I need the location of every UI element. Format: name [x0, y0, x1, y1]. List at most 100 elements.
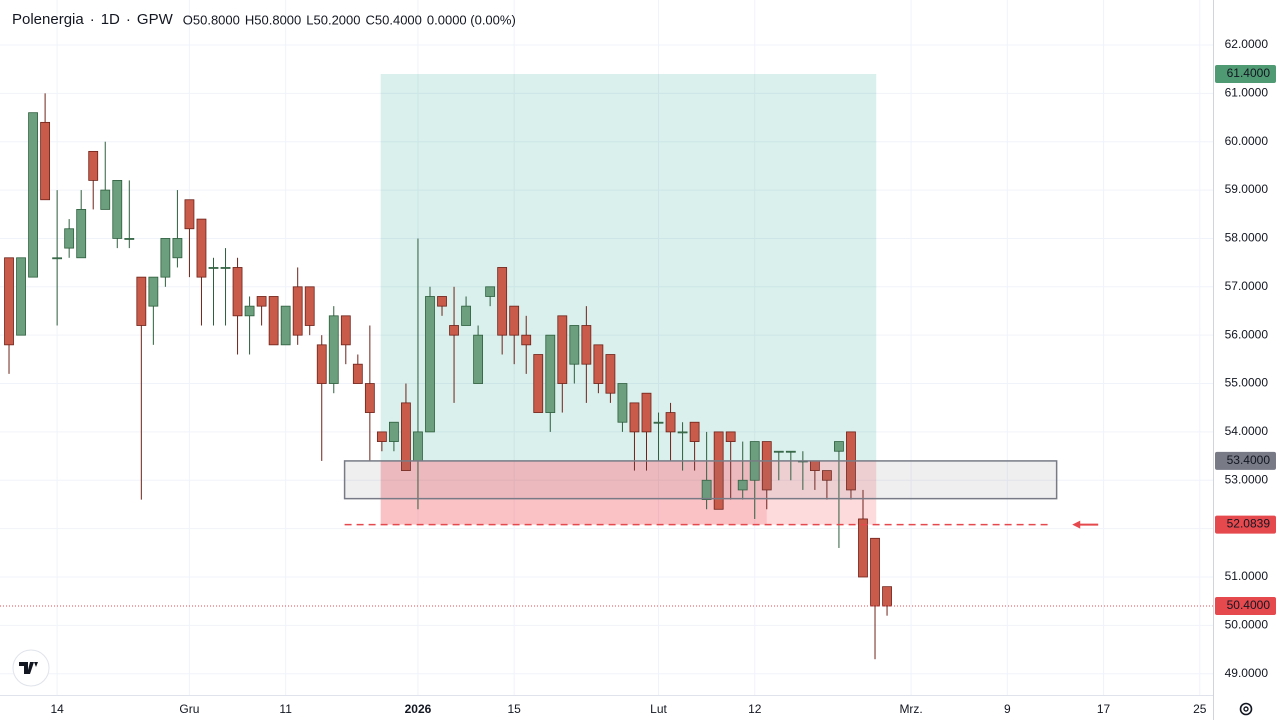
header-interval: 1D [101, 11, 120, 28]
candle-body [148, 276, 159, 307]
stop-zone [380, 460, 877, 525]
candle-body [52, 257, 63, 260]
candle-body [761, 441, 772, 491]
candle-body [413, 431, 423, 462]
candle-body [328, 315, 339, 384]
ohlc-key: O [183, 12, 193, 27]
price-label-box [1215, 64, 1276, 83]
candle-body [737, 479, 748, 491]
candle-body [497, 267, 508, 336]
candle-body [425, 296, 435, 433]
candle-body [112, 180, 123, 239]
candle-body [725, 431, 736, 442]
y-tick-label: 60.0000 [1225, 134, 1269, 148]
target-zone [380, 73, 877, 461]
settings-icon[interactable] [1239, 702, 1253, 716]
ohlc-value: 50.8000 [193, 12, 240, 27]
price-label-box [1215, 515, 1276, 534]
candle-body [545, 334, 556, 413]
candle-body [256, 296, 267, 307]
candle-body [389, 421, 399, 442]
candle-body [665, 412, 676, 433]
candle-body [304, 286, 315, 326]
candle-body [196, 218, 207, 278]
candle-body [629, 402, 640, 433]
candle-body [509, 305, 520, 336]
candle-body [4, 257, 14, 346]
candle-body [136, 276, 147, 326]
candle-body [364, 383, 375, 413]
legend: Polenergia · 1D · GPW O 50.8000 H 50.8000 L 50.20… [12, 11, 516, 28]
y-tick-label: 55.0000 [1225, 376, 1269, 390]
separator-dot: · [90, 11, 95, 28]
candle-body [473, 334, 484, 384]
candle-body [882, 586, 892, 607]
candle-body [605, 354, 616, 394]
candle-body [834, 441, 844, 452]
y-tick-label: 49.0000 [1225, 666, 1269, 680]
price-label: 53.4000 [1227, 453, 1271, 467]
candle-body [617, 383, 628, 423]
candle-body [28, 112, 38, 278]
y-tick-label: 54.0000 [1225, 424, 1269, 438]
candle-body [557, 315, 568, 384]
y-tick-label: 51.0000 [1225, 569, 1269, 583]
candle-body [593, 344, 604, 384]
x-tick-label: 2026 [405, 702, 432, 716]
candle-body [220, 267, 231, 269]
position-tool[interactable] [380, 73, 877, 525]
candle-body [316, 344, 327, 384]
candle-body [485, 286, 496, 297]
candle-body [677, 431, 688, 434]
candle-body [713, 431, 724, 510]
candle-body [16, 257, 26, 336]
y-tick-label: 61.0000 [1225, 86, 1269, 100]
candle-body [641, 392, 652, 433]
price-label: 52.0839 [1227, 517, 1271, 531]
price-label: 50.4000 [1227, 598, 1271, 612]
candle-body [76, 209, 87, 259]
candle-body [569, 325, 580, 365]
price-label-box [1215, 597, 1276, 616]
candle-body [653, 421, 664, 424]
price-label-box [1215, 451, 1276, 470]
y-tick-label: 59.0000 [1225, 182, 1269, 196]
candle-body [184, 199, 195, 230]
candle-body [785, 450, 796, 453]
candle-body [689, 421, 700, 442]
ohlc-value: 50.8000 [254, 12, 301, 27]
grid [0, 0, 1213, 695]
x-tick-label: 14 [50, 702, 64, 716]
y-tick-label: 62.0000 [1225, 37, 1269, 51]
candle-body [376, 431, 387, 442]
ohlc-key: L [306, 12, 313, 27]
candle-body [280, 305, 291, 346]
axes: 49.000050.000051.000052.000053.000054.00… [50, 37, 1276, 716]
y-tick-label: 50.0000 [1225, 618, 1269, 632]
price-label: 61.4000 [1227, 66, 1271, 80]
candle-body [88, 150, 99, 181]
drawings [0, 460, 1213, 607]
candle-body [160, 238, 171, 278]
candle-body [208, 267, 219, 269]
candle-body [292, 286, 303, 336]
candle-body [172, 238, 183, 259]
ohlc-value: 50.4000 [375, 12, 422, 27]
symbol[interactable]: Polenergia [12, 11, 84, 28]
ohlc-value: 50.2000 [314, 12, 361, 27]
x-tick-label: 11 [279, 702, 292, 716]
candle-body [352, 363, 363, 384]
candle-body [822, 470, 832, 481]
separator-dot: · [126, 11, 131, 28]
candle-body [449, 325, 459, 336]
tradingview-logo[interactable] [12, 649, 50, 687]
x-tick-label: 15 [508, 702, 522, 716]
candle-body [437, 296, 447, 307]
x-tick-label: 9 [1004, 702, 1011, 716]
x-tick-label: 17 [1097, 702, 1111, 716]
support-zone [343, 460, 1058, 500]
candle-body [401, 402, 411, 471]
change: 0.0000 (0.00%) [427, 12, 516, 27]
